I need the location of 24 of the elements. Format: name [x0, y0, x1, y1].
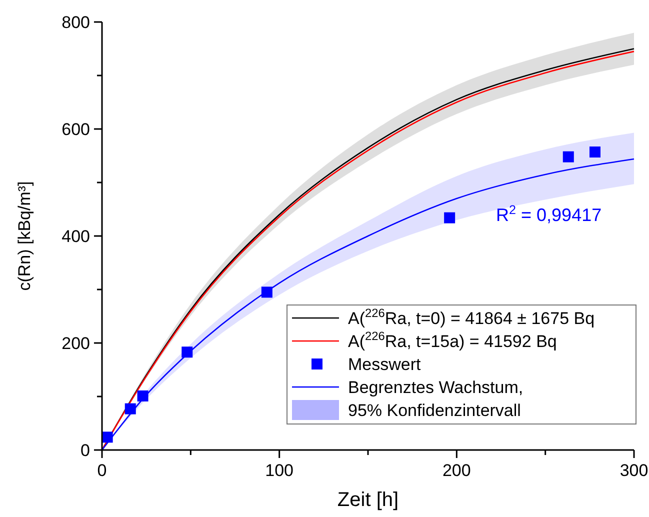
x-axis-title: Zeit [h]	[337, 489, 399, 511]
legend-label: A($^{226}$Ra, t=15a) = 41592 Bq	[348, 329, 557, 351]
legend-label: A($^{226}$Ra, t=0) = 41864 ± 1675 Bq	[348, 306, 595, 328]
point	[444, 212, 456, 224]
y-tick-label: 0	[80, 441, 90, 460]
x-tick-label: 0	[97, 461, 107, 480]
y-axis-title: c(Rn) [kBq/m³]	[15, 181, 34, 291]
point	[102, 432, 113, 443]
annotation: R$^{2}$ = 0,99417	[496, 203, 602, 225]
x-tick-label: 300	[620, 461, 648, 480]
point	[261, 286, 272, 298]
y-tick-label: 600	[62, 120, 90, 139]
y-tick-label: 400	[62, 227, 90, 246]
point	[182, 346, 193, 358]
point	[124, 403, 136, 414]
x-tick-label: 100	[265, 461, 294, 480]
legend-label: Begrenztes Wachstum, 95% Konfidenzintervall	[348, 378, 524, 420]
point	[562, 151, 574, 162]
point	[137, 390, 148, 402]
y-tick-label: 800	[62, 13, 90, 32]
x-tick-label: 200	[442, 461, 471, 480]
point	[589, 146, 600, 158]
y-tick-label: 200	[62, 334, 90, 353]
legend-label: Messwert	[348, 355, 422, 374]
